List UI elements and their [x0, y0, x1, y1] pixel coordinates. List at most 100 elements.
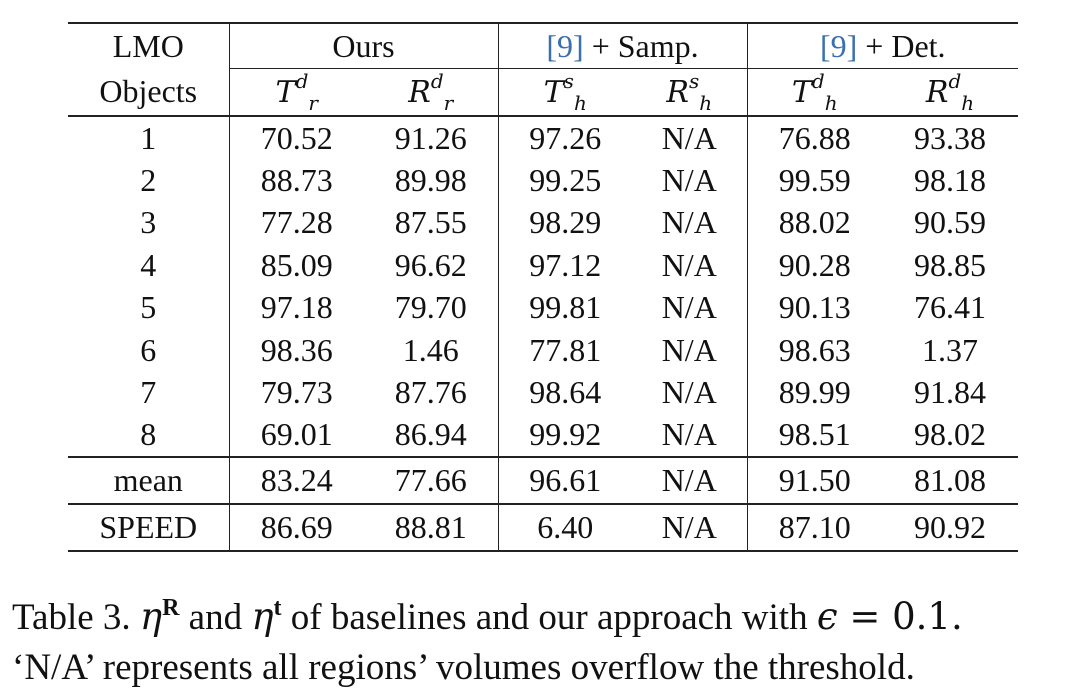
table-row: 4 85.09 96.62 97.12 N/A 90.28 98.85	[68, 244, 1018, 287]
table-cell: 93.38	[914, 119, 986, 156]
table-cell: 98.85	[914, 246, 986, 283]
table-cell: 85.09	[228, 244, 364, 287]
math-symbol: Rdh	[925, 69, 975, 115]
table-cell: 87.76	[394, 374, 467, 411]
table-cell: 1.46	[402, 331, 459, 368]
table-cell: 76.88	[746, 116, 882, 160]
math-symbol: Tsh	[543, 69, 587, 115]
table-cell: 99.59	[746, 159, 882, 202]
header-objects: Objects	[68, 68, 229, 117]
caption-line-1: Table 3. ηR and ηt of baselines and our …	[12, 595, 963, 638]
table-row: 3 77.28 87.55 98.29 N/A 88.02 90.59	[68, 201, 1018, 245]
header-row-groups: LMO Ours [9] + Samp. [9] + Det.	[68, 22, 1018, 69]
table-cell: 90.92	[882, 503, 1018, 553]
header-col: Rsh	[632, 68, 747, 117]
table-cell: 89.98	[394, 162, 467, 199]
math-symbol: Tdh	[791, 69, 838, 115]
table-cell: 98.18	[914, 162, 986, 199]
header-col: Tsh	[497, 68, 632, 117]
table-row: SPEED 86.69 88.81 6.40 N/A 87.10 90.92	[68, 503, 1018, 553]
caption-line-2: ‘N/A’ represents all regions’ volumes ov…	[12, 647, 915, 688]
math-symbol: Rdr	[408, 69, 454, 115]
table-cell: N/A	[661, 246, 717, 283]
table-cell: N/A	[661, 331, 717, 368]
table-cell: N/A	[661, 416, 717, 453]
header-group-samp: [9] + Samp.	[497, 22, 747, 69]
table-cell: 77.81	[497, 328, 632, 372]
table-caption: Table 3. ηR and ηt of baselines and our …	[12, 583, 1074, 693]
header-col: Rdh	[882, 68, 1018, 117]
table-cell: 88.02	[746, 201, 882, 245]
header-col: Tdh	[746, 68, 882, 117]
table-cell: 96.62	[394, 246, 467, 283]
table-cell: 97.12	[497, 244, 632, 287]
table-cell: 99.92	[497, 413, 632, 458]
table-cell: 91.26	[394, 119, 467, 156]
table-cell: 98.64	[497, 371, 632, 414]
row-label: 7	[140, 374, 157, 411]
table-cell: 90.13	[746, 286, 882, 329]
table-cell: 99.25	[497, 159, 632, 202]
table-cell: N/A	[661, 119, 717, 156]
row-label: 2	[140, 162, 157, 199]
table-cell: 98.29	[497, 201, 632, 245]
table-cell: 97.18	[228, 286, 364, 329]
table-cell: 90.59	[914, 204, 986, 241]
citation-link[interactable]: [9]	[546, 27, 584, 64]
table-cell: 79.73	[228, 371, 364, 414]
table-cell: 81.08	[882, 456, 1018, 505]
row-label: 8	[140, 416, 157, 453]
table-cell: 98.02	[914, 416, 986, 453]
table-cell: N/A	[632, 503, 747, 553]
table-cell: 6.40	[497, 503, 632, 553]
table-row: 5 97.18 79.70 99.81 N/A 90.13 76.41	[68, 286, 1018, 329]
table-cell: 86.69	[228, 503, 364, 553]
row-label: 4	[140, 246, 157, 283]
math-symbol: Tdr	[275, 69, 318, 115]
table-cell: 88.81	[364, 503, 498, 553]
table-cell: 99.81	[497, 286, 632, 329]
table-cell: 86.94	[394, 416, 467, 453]
table-cell: 1.37	[922, 331, 978, 368]
results-table: LMO Ours [9] + Samp. [9] + Det. Objects …	[68, 22, 1018, 553]
table-cell: 97.26	[497, 116, 632, 160]
header-col: Tdr	[228, 68, 364, 117]
table-row: 1 70.52 91.26 97.26 N/A 76.88 93.38	[68, 116, 1018, 160]
table-row: 7 79.73 87.76 98.64 N/A 89.99 91.84	[68, 371, 1018, 414]
table-cell: 90.28	[746, 244, 882, 287]
table-cell: N/A	[661, 374, 717, 411]
row-label: mean	[68, 456, 229, 505]
group-label: + Samp.	[583, 27, 699, 64]
table-cell: 91.84	[914, 374, 986, 411]
table-row: 2 88.73 89.98 99.25 N/A 99.59 98.18	[68, 159, 1018, 202]
table-cell: 91.50	[746, 456, 882, 505]
table-cell: 69.01	[228, 413, 364, 458]
table-cell: 76.41	[914, 289, 986, 326]
table-row: mean 83.24 77.66 96.61 N/A 91.50 81.08	[68, 456, 1018, 505]
header-group-det: [9] + Det.	[746, 22, 1018, 69]
table-cell: 77.66	[364, 456, 498, 505]
header-row-symbols: Objects Tdr Rdr Tsh Rsh Tdh Rdh	[68, 68, 1018, 117]
table-row: 6 98.36 1.46 77.81 N/A 98.63 1.37	[68, 328, 1018, 372]
row-label: 3	[140, 204, 157, 241]
table-cell: 98.51	[746, 413, 882, 458]
table-cell: 87.55	[394, 204, 467, 241]
citation-link[interactable]: [9]	[819, 27, 858, 64]
math-symbol: Rsh	[666, 69, 713, 115]
row-label: 5	[140, 289, 157, 326]
table-cell: 88.73	[228, 159, 364, 202]
header-lmo: LMO	[68, 22, 229, 69]
group-label: Ours	[332, 27, 395, 64]
table-cell: N/A	[661, 204, 717, 241]
table-cell: 98.63	[746, 328, 882, 372]
table-cell: 79.70	[394, 289, 467, 326]
row-label: SPEED	[68, 503, 229, 553]
group-label: + Det.	[857, 27, 946, 64]
row-label: 6	[140, 331, 157, 368]
table-cell: N/A	[661, 289, 717, 326]
table-cell: 87.10	[746, 503, 882, 553]
table-cell: 83.24	[228, 456, 364, 505]
table-cell: N/A	[632, 456, 747, 505]
table-cell: 70.52	[228, 116, 364, 160]
header-group-ours: Ours	[228, 22, 498, 69]
